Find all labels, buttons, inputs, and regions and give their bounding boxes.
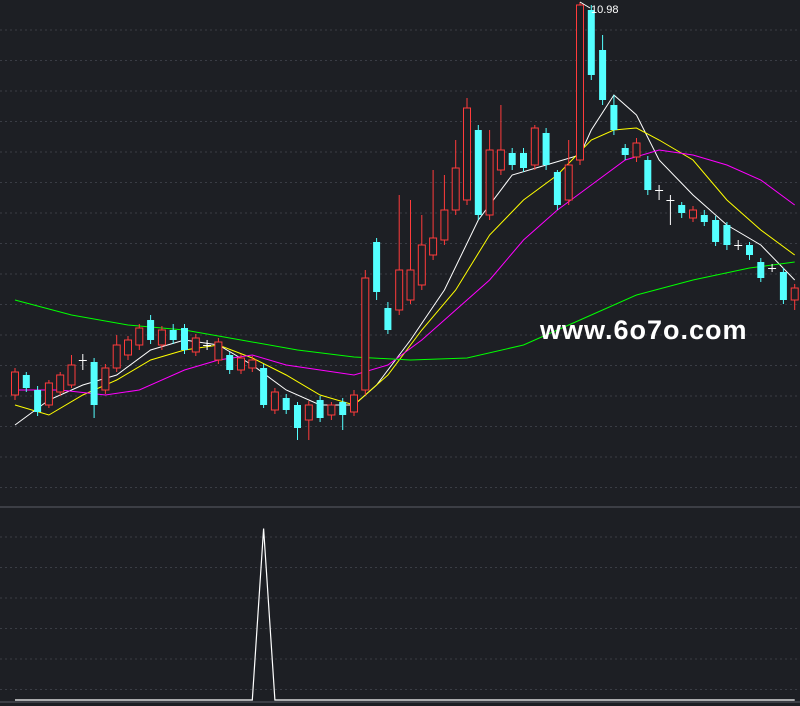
- candle-body: [169, 330, 177, 340]
- candle-body: [339, 402, 347, 415]
- candle-body: [632, 142, 641, 158]
- candle-body: [610, 105, 618, 130]
- candle-body: [270, 391, 279, 411]
- candle-body: [520, 153, 527, 168]
- candle-body: [373, 242, 381, 292]
- high-label: 10.98: [591, 4, 619, 16]
- candle-body: [124, 339, 132, 356]
- candle-body: [282, 398, 290, 410]
- candle-body: [56, 374, 65, 393]
- candle-body: [67, 364, 76, 386]
- candle-body: [655, 190, 664, 191]
- grid: [0, 29, 800, 690]
- candle-body: [135, 327, 144, 346]
- candle-body: [576, 4, 584, 161]
- candle-body: [101, 367, 110, 391]
- candle-body: [294, 405, 301, 428]
- candle-body: [203, 345, 212, 346]
- candle-body: [553, 172, 561, 205]
- candle-body: [384, 308, 392, 330]
- candle-body: [395, 269, 404, 311]
- candle-body: [181, 328, 188, 350]
- candle-body: [678, 205, 686, 213]
- candle-body: [542, 133, 550, 165]
- candle-body: [304, 404, 313, 421]
- candle-body: [440, 209, 449, 241]
- candle-body: [723, 225, 731, 245]
- candle-body: [746, 245, 753, 255]
- candle-body: [712, 220, 720, 242]
- candle-body: [112, 344, 121, 369]
- moving-average-line: [14, 261, 795, 361]
- candle-body: [644, 160, 652, 190]
- candle-body: [260, 368, 268, 405]
- high-pointer: [579, 1, 591, 9]
- candle-body: [350, 394, 358, 413]
- candle-body: [757, 262, 765, 278]
- candle-body: [226, 355, 234, 370]
- candle-body: [147, 320, 155, 340]
- candle-body: [700, 215, 708, 222]
- candle-body: [22, 375, 30, 388]
- candle-body: [214, 341, 223, 361]
- candle-body: [316, 400, 324, 418]
- moving-average-line: [14, 94, 796, 426]
- candle-body: [564, 164, 573, 201]
- candle-body: [587, 10, 595, 75]
- candle-body: [463, 107, 471, 201]
- candle-body: [90, 362, 98, 405]
- candle-body: [361, 277, 370, 391]
- candle-body: [406, 269, 415, 301]
- candle-body: [530, 127, 539, 166]
- candle-body: [496, 149, 505, 171]
- candle-body: [248, 359, 257, 369]
- candle-body: [768, 268, 777, 269]
- candle-body: [237, 357, 245, 371]
- candle-body: [689, 209, 697, 219]
- candle-body: [485, 149, 494, 216]
- watermark: www.6o7o.com: [539, 315, 748, 345]
- candle-body: [451, 167, 460, 211]
- candle-body: [34, 390, 42, 412]
- moving-average-line: [15, 149, 795, 396]
- candle-body: [429, 237, 438, 256]
- candle-body: [44, 382, 53, 406]
- candle-body: [78, 360, 87, 361]
- candle-body: [666, 200, 675, 201]
- candle-body: [191, 337, 200, 353]
- candle-body: [790, 287, 799, 301]
- candle-body: [779, 272, 787, 300]
- candle-body: [599, 50, 607, 100]
- candle-body: [11, 371, 19, 396]
- candle-body: [508, 153, 516, 165]
- candle-body: [417, 244, 426, 286]
- candle-body: [327, 404, 336, 416]
- candle-body: [157, 329, 166, 346]
- moving-average-line: [14, 127, 795, 416]
- candle-body: [621, 148, 629, 155]
- candle-body: [474, 130, 482, 215]
- candle-body: [734, 245, 743, 246]
- indicator-line: [15, 528, 795, 701]
